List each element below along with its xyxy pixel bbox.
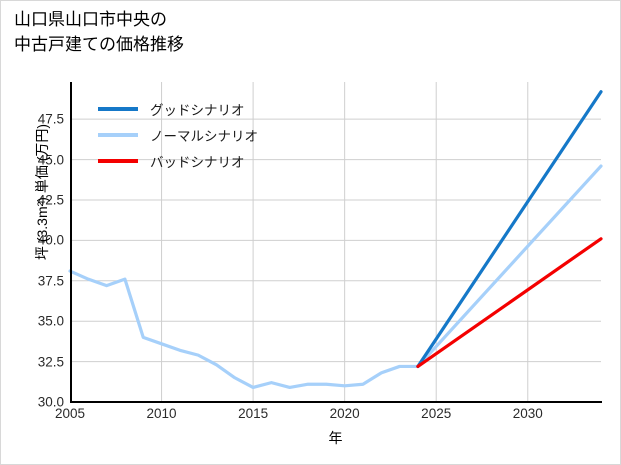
data-series-group <box>68 90 603 390</box>
legend-label-good: グッドシナリオ <box>150 103 245 118</box>
series-line <box>68 269 420 390</box>
y-axis-label: 坪 (3.3m²) 単価 (万円) <box>34 123 50 261</box>
chart-legend: グッドシナリオ ノーマルシナリオ バッドシナリオ <box>98 96 328 174</box>
legend-label-bad: バッドシナリオ <box>150 155 245 170</box>
x-axis-tick-label: 2005 <box>54 406 86 421</box>
legend-item-good[interactable]: グッドシナリオ <box>98 96 328 122</box>
y-axis-spine <box>70 82 72 403</box>
x-axis-label: 年 <box>328 430 343 446</box>
series-line <box>416 237 603 369</box>
legend-item-bad[interactable]: バッドシナリオ <box>98 148 328 174</box>
legend-item-normal[interactable]: ノーマルシナリオ <box>98 122 328 148</box>
y-axis-tick-label: 32.5 <box>37 354 64 370</box>
x-axis-spine <box>70 401 602 403</box>
x-axis-tick-label: 2030 <box>512 406 543 421</box>
x-axis-tick-label: 2025 <box>421 406 452 421</box>
legend-swatch-normal-icon <box>98 133 138 137</box>
x-axis-tick-label: 2020 <box>329 406 360 421</box>
x-axis-tick-label: 2015 <box>238 406 269 421</box>
plot-area <box>68 82 603 403</box>
legend-swatch-bad-icon <box>98 159 138 163</box>
series-line <box>416 90 603 369</box>
legend-label-normal: ノーマルシナリオ <box>150 129 258 144</box>
series-line <box>416 164 603 369</box>
page-title: 山口県山口市中央の 中古戸建ての価格推移 <box>14 10 184 54</box>
x-axis-tick-label: 2010 <box>146 406 177 421</box>
legend-swatch-good-icon <box>98 107 138 111</box>
